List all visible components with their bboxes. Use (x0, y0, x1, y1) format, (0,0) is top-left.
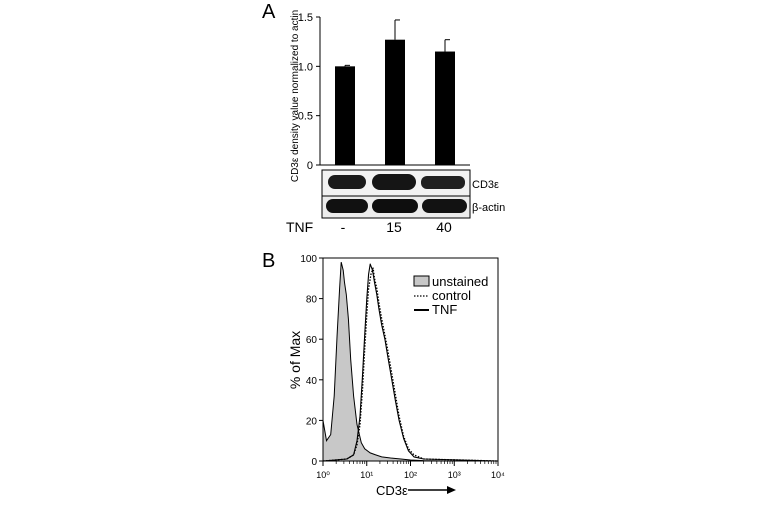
lane-label-1: - (341, 219, 346, 235)
histogram-unstained (322, 261, 498, 462)
x-tick-label: 10⁰ (316, 470, 330, 480)
y-tick-label: 80 (306, 295, 318, 306)
histogram-tnf (322, 263, 499, 462)
x-tick-label: 10⁴ (491, 470, 505, 480)
blot-beta-actin (321, 195, 471, 219)
y-tick-label: 0 (311, 457, 317, 468)
legend-label-unstained: unstained (432, 274, 488, 289)
panel-a: A CD3ε density value normalized to actin… (262, 1, 505, 235)
x-tick-label: 10¹ (360, 470, 373, 480)
panel-b-x-axis-label: CD3ε (376, 483, 408, 498)
blot-cd3e (321, 169, 471, 197)
y-tick-label: 0.5 (298, 111, 313, 123)
panel-b-y-axis-label: % of Max (287, 331, 303, 389)
y-tick-label: 1.5 (298, 12, 313, 24)
panel-b-plot-frame (322, 257, 499, 462)
lane-label-3: 40 (436, 219, 452, 235)
arrow-right-icon (447, 486, 456, 494)
y-tick-label: 0 (307, 160, 313, 172)
panel-b-legend: unstained control TNF (413, 274, 488, 317)
x-tick-label: 10³ (448, 470, 461, 480)
y-tick-label: 100 (300, 254, 317, 265)
bar (435, 51, 455, 165)
panel-a-label: A (262, 1, 276, 23)
panel-b-label: B (262, 250, 275, 272)
x-tick-label: 10² (404, 470, 417, 480)
panel-a-y-ticks: 0 0.5 1.0 1.5 (298, 12, 320, 172)
tnf-row-label: TNF (286, 219, 313, 235)
y-tick-label: 1.0 (298, 61, 313, 73)
panel-b-y-ticks: 0 20 40 60 80 100 (300, 254, 323, 468)
histogram-control (322, 267, 499, 462)
panel-a-y-axis-label: CD3ε density value normalized to actin (290, 10, 301, 182)
bar (385, 39, 405, 166)
y-tick-label: 60 (306, 335, 318, 346)
y-tick-label: 20 (306, 416, 318, 427)
panel-b-histograms (322, 261, 499, 462)
panel-a-bars (335, 19, 455, 166)
bar (335, 66, 355, 165)
lane-label-2: 15 (386, 219, 402, 235)
legend-label-tnf: TNF (432, 302, 457, 317)
panel-b-x-ticks: 10⁰ 10¹ 10² 10³ 10⁴ (316, 461, 505, 480)
y-tick-label: 40 (306, 376, 318, 387)
legend-label-control: control (432, 288, 471, 303)
blot-label-cd3e: CD3ε (472, 179, 499, 191)
blot-label-beta-actin: β-actin (472, 202, 505, 214)
legend-swatch-unstained (413, 275, 430, 287)
